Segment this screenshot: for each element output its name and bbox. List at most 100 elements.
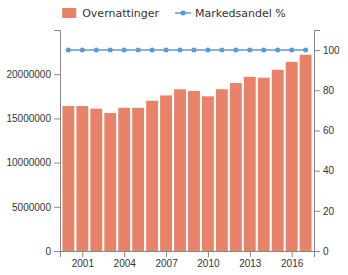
marker — [164, 48, 169, 53]
bar — [188, 91, 200, 251]
marker — [178, 48, 183, 53]
tick-mark — [250, 251, 251, 257]
tick-mark — [314, 171, 320, 172]
tick: 2004 — [114, 251, 137, 269]
tick-label: 100 — [323, 45, 340, 56]
legend-item: Overnattinger — [62, 7, 159, 20]
marker — [136, 48, 141, 53]
tick-mark — [292, 251, 293, 257]
tick-label: 2013 — [239, 258, 262, 269]
marker — [275, 48, 280, 53]
tick-mark — [314, 130, 320, 131]
tick-label: 2004 — [114, 258, 137, 269]
bar — [76, 106, 88, 251]
tick-label: 20000000 — [7, 69, 52, 80]
plot: 2001 2004 2007 2010 2013 2016 0 5000000 10000000… — [7, 31, 341, 270]
tick-label: 15000000 — [7, 113, 52, 124]
marker — [80, 48, 85, 53]
tick-label: 10000000 — [7, 157, 52, 168]
tick-label: 20 — [323, 206, 335, 217]
bar — [244, 77, 256, 251]
tick: 10000000 — [7, 157, 61, 168]
marker — [261, 48, 266, 53]
tick-mark — [314, 211, 320, 212]
bar — [62, 106, 74, 251]
tick-mark — [314, 50, 320, 51]
tick-label: 2001 — [72, 258, 95, 269]
legend-swatch — [62, 8, 76, 18]
bar — [90, 109, 102, 251]
bar — [104, 113, 116, 251]
bar — [146, 101, 158, 251]
marker — [247, 48, 252, 53]
tick: 20000000 — [7, 69, 61, 80]
x-axis: 2001 2004 2007 2010 2013 2016 — [61, 251, 315, 269]
bar — [258, 78, 270, 251]
tick: 40 — [314, 165, 335, 176]
marker — [94, 48, 99, 53]
tick: 100 — [314, 45, 340, 56]
tick-mark — [166, 251, 167, 257]
tick: 15000000 — [7, 113, 61, 124]
tick: 2010 — [197, 251, 220, 269]
bar — [118, 108, 130, 251]
tick: 0 — [45, 246, 60, 257]
tick-label: 2016 — [281, 258, 304, 269]
marker — [66, 48, 71, 53]
tick-label: 0 — [323, 246, 329, 257]
tick: 0 — [314, 246, 329, 257]
bar — [216, 89, 228, 251]
tick: 80 — [314, 85, 335, 96]
bar — [230, 83, 242, 251]
tick-mark — [54, 207, 60, 208]
y-axis: 0 5000000 10000000 15000000 20000000 — [7, 31, 61, 257]
tick-mark — [208, 251, 209, 257]
bar — [160, 95, 172, 251]
bar — [174, 89, 186, 251]
marker — [303, 48, 308, 53]
tick-mark — [124, 251, 125, 257]
axis-line — [315, 31, 321, 252]
bar — [272, 70, 284, 251]
tick: 2001 — [72, 251, 95, 269]
tick-label: 2007 — [155, 258, 178, 269]
legend-marker — [181, 11, 186, 16]
tick: 20 — [314, 206, 335, 217]
tick-label: 40 — [323, 165, 335, 176]
bar — [132, 108, 144, 251]
legend: Overnattinger Markedsandel % — [62, 7, 286, 20]
tick-label: 60 — [323, 125, 335, 136]
tick: 2007 — [155, 251, 178, 269]
line — [68, 49, 305, 51]
marks — [62, 48, 311, 251]
bar-series — [62, 55, 311, 251]
marker — [150, 48, 155, 53]
marker — [108, 48, 113, 53]
y2-axis: 0 20 40 60 80 100 — [314, 31, 340, 257]
legend-item: Markedsandel % — [175, 7, 286, 20]
legend-label: Overnattinger — [82, 7, 159, 20]
tick: 60 — [314, 125, 335, 136]
tick-label: 80 — [323, 85, 335, 96]
marker — [233, 48, 238, 53]
tick-mark — [314, 90, 320, 91]
bar — [286, 62, 298, 251]
tick-mark — [54, 163, 60, 164]
tick-label: 5000000 — [12, 202, 51, 213]
marker — [191, 48, 196, 53]
tick-label: 0 — [45, 246, 51, 257]
tick-mark — [54, 251, 60, 252]
marker — [122, 48, 127, 53]
axis-line — [61, 252, 315, 258]
bar — [300, 55, 312, 251]
bar — [202, 96, 214, 251]
tick-mark — [54, 74, 60, 75]
marker — [205, 48, 210, 53]
line-series — [66, 48, 308, 53]
tick: 5000000 — [12, 202, 60, 213]
chart: 2001 2004 2007 2010 2013 2016 0 5000000 10000000… — [0, 0, 348, 275]
marker — [289, 48, 294, 53]
legend-label: Markedsandel % — [195, 7, 286, 20]
tick-mark — [314, 251, 320, 252]
marker — [219, 48, 224, 53]
